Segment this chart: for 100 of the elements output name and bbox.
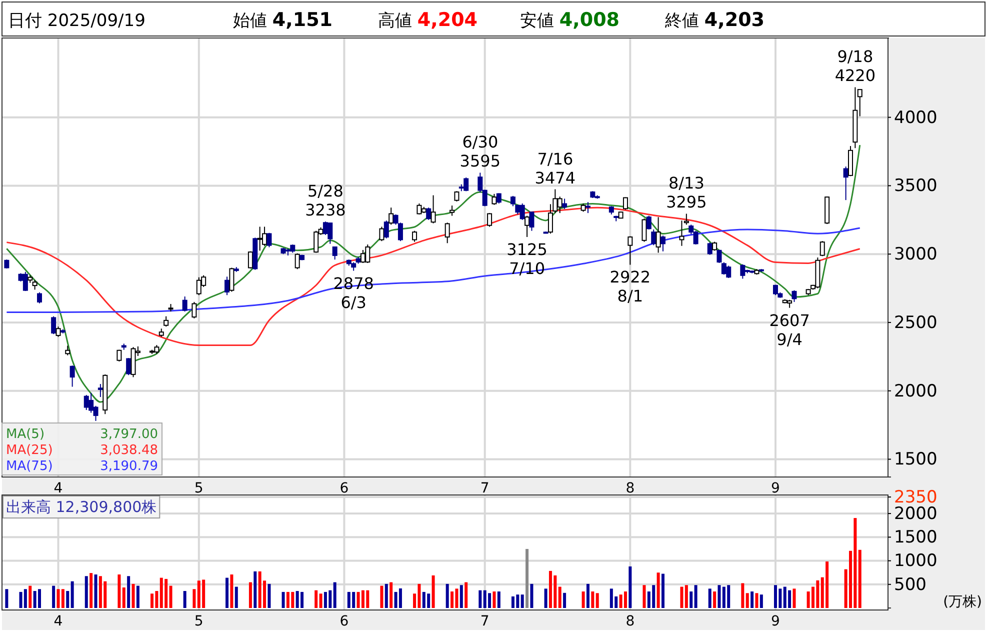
candlestick [843, 166, 848, 201]
bar [254, 571, 257, 608]
bar [690, 591, 693, 608]
candlestick [646, 215, 652, 230]
candlestick [496, 192, 502, 204]
bar [248, 582, 252, 608]
text: 日付 2025/09/19 [8, 11, 146, 31]
candlestick [444, 222, 450, 244]
candlestick [622, 196, 628, 210]
x-tick-label: 8 [626, 480, 635, 497]
bar [24, 589, 27, 608]
bar [718, 585, 721, 608]
bar [432, 575, 435, 608]
bar [380, 586, 384, 608]
annotation: 5/28 3238 [305, 182, 346, 220]
candlestick [379, 226, 384, 242]
candlestick [294, 252, 300, 270]
y-tick-label: 1500 [894, 528, 938, 548]
x-tick-label: 8 [626, 614, 635, 630]
annotation: 8/13 3295 [666, 174, 707, 212]
candlestick [164, 316, 169, 328]
y-tick-label: 2000 [894, 381, 938, 402]
candlestick [628, 236, 633, 266]
candlestick [56, 326, 61, 338]
bar [446, 584, 449, 608]
x-tick-label: 6 [340, 614, 349, 630]
candlestick [384, 220, 389, 239]
candlestick [660, 235, 666, 252]
candlestick [266, 232, 272, 248]
y-tick-label: 1500 [894, 450, 938, 470]
bar [464, 582, 468, 608]
candlestick [224, 276, 230, 296]
text: 安値 4,008 [520, 9, 620, 31]
bar [319, 594, 322, 608]
candlestick [248, 250, 253, 269]
bar [755, 593, 758, 608]
bar [226, 578, 229, 608]
text: MA(5) [6, 427, 45, 442]
bar [94, 574, 98, 608]
y-axis-title: (万株) [943, 594, 982, 610]
y-tick-label: 3500 [894, 176, 938, 196]
bar [497, 591, 500, 608]
bar [558, 586, 562, 608]
candlestick [412, 230, 418, 242]
candlestick [65, 345, 70, 356]
x-tick-label: 4 [54, 480, 63, 497]
bar [591, 591, 594, 608]
candlestick [454, 190, 460, 202]
bar [314, 590, 318, 608]
bar [492, 591, 496, 608]
bar [586, 584, 590, 608]
candlestick [426, 207, 432, 220]
candlestick [37, 292, 42, 304]
bar [746, 593, 749, 608]
bar [234, 586, 238, 608]
x-tick-label: 7 [480, 480, 490, 497]
bar [460, 585, 463, 608]
bar [28, 586, 32, 608]
bar [624, 591, 627, 608]
candlestick [820, 240, 825, 257]
candlestick [51, 316, 56, 335]
text: 高値 4,204 [378, 9, 478, 31]
annotation: 2922 8/1 [610, 268, 651, 306]
candlestick [684, 213, 689, 226]
bar [84, 576, 88, 608]
annotation: 3,797.00 [100, 427, 158, 442]
bar [282, 592, 285, 608]
bar [5, 589, 8, 608]
candlestick [257, 226, 262, 252]
bar [70, 581, 74, 608]
annotation: 3,190.79 [100, 459, 158, 474]
bar [642, 585, 646, 608]
bar [132, 584, 135, 608]
x-tick-label: 9 [771, 614, 780, 630]
bar [192, 589, 196, 608]
bar [708, 588, 712, 608]
candlestick [126, 358, 132, 376]
annotation: 2607 9/4 [769, 310, 810, 349]
candlestick [656, 216, 661, 254]
candlestick [22, 271, 28, 292]
bar [398, 588, 402, 608]
bar [792, 588, 796, 608]
bar [333, 582, 336, 608]
annotation: 6/30 3595 [460, 132, 501, 171]
candlestick [192, 301, 197, 319]
bar [122, 587, 126, 608]
bar [268, 584, 271, 608]
y-tick-label: 2500 [894, 312, 938, 333]
text: MA(25) [6, 443, 53, 458]
annotation: 9/18 4220 [834, 47, 876, 86]
bar [750, 591, 754, 608]
bar [66, 590, 70, 608]
bar [544, 588, 548, 608]
bar [520, 594, 524, 608]
candlestick [679, 220, 684, 246]
candlestick [585, 202, 590, 214]
candlestick [70, 365, 75, 388]
candlestick [314, 230, 319, 254]
x-tick-label: 9 [771, 480, 780, 497]
bar [694, 585, 698, 608]
